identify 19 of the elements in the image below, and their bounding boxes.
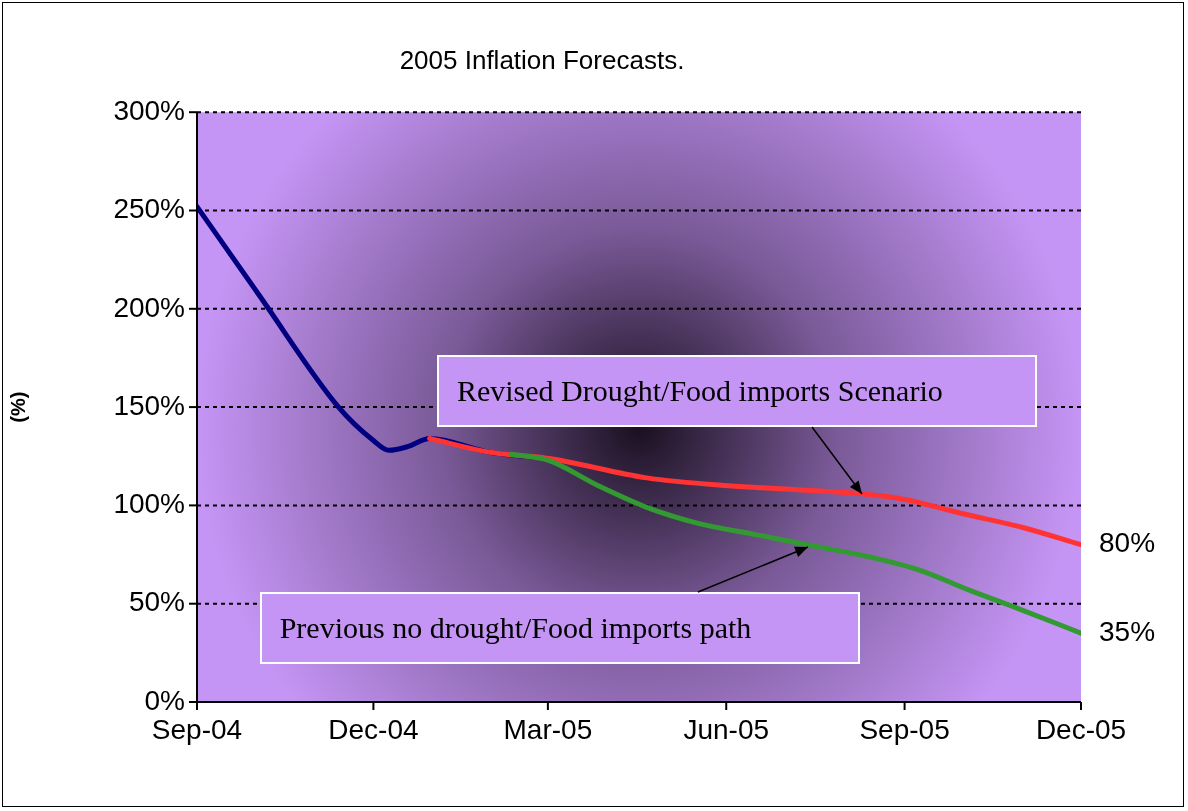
x-tick-label: Jun-05 — [683, 713, 770, 745]
data-label: 35% — [1099, 615, 1156, 647]
y-tick-label: 250% — [113, 193, 185, 225]
chart-title: 2005 Inflation Forecasts. — [399, 44, 685, 75]
y-tick-label: 300% — [113, 94, 185, 126]
data-label: 80% — [1099, 527, 1156, 559]
y-tick-label: 50% — [128, 586, 185, 618]
x-tick-label: Sep-04 — [151, 713, 243, 745]
annotation: Revised Drought/Food imports Scenario — [456, 373, 943, 408]
y-tick-label: 200% — [113, 291, 185, 323]
y-tick-label: 150% — [113, 389, 185, 421]
x-tick-label: Mar-05 — [503, 713, 593, 745]
annotation: Previous no drought/Food imports path — [279, 610, 752, 645]
y-tick-label: 100% — [113, 488, 185, 520]
y-tick-label: 0% — [144, 684, 185, 716]
x-tick-label: Sep-05 — [859, 713, 950, 745]
x-tick-label: Dec-04 — [328, 713, 419, 745]
y-axis-title: (%) — [6, 391, 29, 423]
x-tick-label: Dec-05 — [1035, 713, 1127, 745]
